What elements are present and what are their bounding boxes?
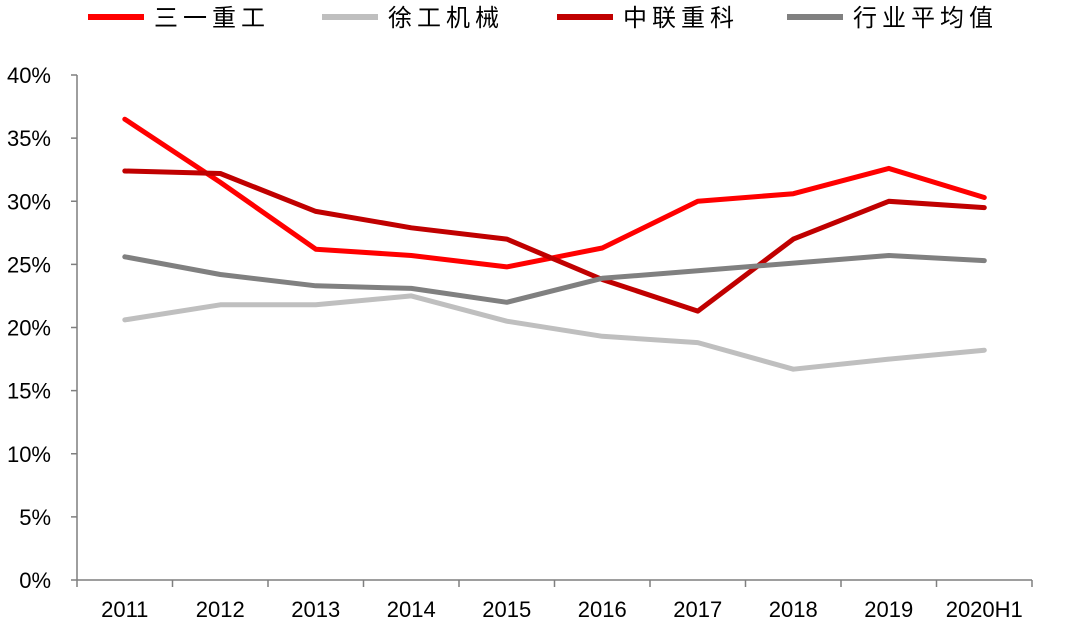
legend-item: 三一重工 bbox=[88, 4, 270, 32]
series-line-1 bbox=[122, 116, 987, 270]
x-tick-label: 2013 bbox=[291, 597, 340, 622]
y-tick-label: 35% bbox=[7, 126, 51, 151]
y-tick-label: 10% bbox=[7, 442, 51, 467]
y-axis: 0% 5% 10% 15% 20% 25% 30% 35% 40% bbox=[7, 63, 78, 593]
x-tick-label: 2015 bbox=[482, 597, 531, 622]
x-tick-label: 2014 bbox=[387, 597, 436, 622]
y-tick-label: 25% bbox=[7, 252, 51, 277]
y-tick-label: 40% bbox=[7, 63, 51, 88]
chart-legend: 三一重工 徐工机械 中联重科 行业平均值 bbox=[88, 4, 998, 32]
x-tick-label: 2016 bbox=[578, 597, 627, 622]
series-line-3 bbox=[122, 168, 987, 314]
x-tick-label: 2018 bbox=[769, 597, 818, 622]
legend-item: 徐工机械 bbox=[322, 4, 504, 32]
legend-label: 中联重科 bbox=[623, 4, 739, 32]
x-tick-label: 2012 bbox=[196, 597, 245, 622]
x-tick-label: 2011 bbox=[101, 597, 148, 622]
y-tick-label: 15% bbox=[7, 379, 51, 404]
series-line-2 bbox=[122, 293, 987, 372]
y-tick-label: 5% bbox=[19, 505, 51, 530]
x-tick-label: 2017 bbox=[673, 597, 722, 622]
legend-item: 行业平均值 bbox=[787, 4, 998, 32]
x-tick-label: 2020H1 bbox=[946, 597, 1023, 622]
legend-item: 中联重科 bbox=[557, 4, 739, 32]
x-axis: 2011 2012 2013 2014 2015 2016 2017 2018 2019 2020… bbox=[76, 579, 1033, 622]
series-line-4 bbox=[122, 253, 987, 305]
legend-label: 徐工机械 bbox=[388, 4, 504, 32]
y-tick-label: 20% bbox=[7, 316, 51, 341]
y-tick-label: 30% bbox=[7, 189, 51, 214]
plot-area bbox=[122, 116, 987, 372]
x-tick-label: 2019 bbox=[864, 597, 913, 622]
legend-label: 行业平均值 bbox=[853, 4, 998, 32]
y-tick-label: 0% bbox=[19, 568, 51, 593]
legend-label: 三一重工 bbox=[154, 4, 270, 32]
